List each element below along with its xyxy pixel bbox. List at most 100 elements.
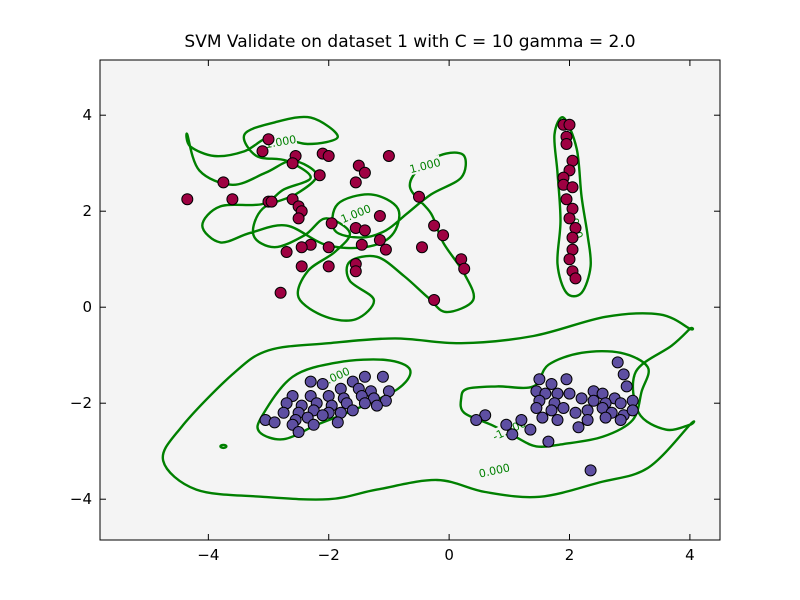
data-point (277, 406, 290, 419)
data-point (322, 260, 335, 273)
data-point (358, 370, 371, 383)
y-tick-label: 2 (82, 202, 92, 220)
data-point (557, 402, 570, 414)
data-point (379, 243, 392, 256)
data-point (265, 195, 278, 208)
contour-label-bg (407, 154, 442, 176)
data-point (560, 138, 573, 150)
contour-line (459, 349, 650, 448)
data-point (346, 404, 359, 417)
data-point (428, 294, 441, 306)
data-point (370, 399, 383, 412)
data-point (614, 414, 627, 426)
data-point (373, 210, 386, 222)
data-point (599, 411, 612, 424)
data-point (226, 193, 239, 206)
data-point (545, 378, 558, 390)
data-point (358, 166, 371, 179)
data-point (286, 157, 299, 170)
axis-ticks: −4 −2 0 2 4 −4 −2 0 2 4 (70, 60, 720, 564)
data-point (274, 286, 287, 299)
data-point (316, 409, 329, 422)
data-point (560, 193, 573, 206)
y-tick-label: 0 (82, 298, 92, 316)
data-point (626, 404, 639, 417)
y-tick-label: −4 (70, 490, 92, 508)
contour-line (553, 116, 593, 298)
data-point (256, 145, 269, 158)
data-point (262, 133, 275, 146)
data-point (542, 435, 555, 448)
contour-line (219, 443, 228, 450)
data-point (545, 404, 558, 417)
data-point (280, 246, 293, 258)
data-point (506, 428, 519, 441)
x-tick-label: 0 (444, 546, 454, 564)
data-point (566, 181, 579, 194)
decision-contours (161, 115, 696, 501)
data-point (566, 231, 579, 244)
data-point (313, 169, 326, 182)
data-point (295, 260, 308, 273)
data-point (331, 416, 344, 429)
data-point (295, 241, 308, 254)
x-tick-label: −4 (197, 546, 219, 564)
data-point (563, 387, 576, 400)
data-point (551, 414, 564, 426)
contour-label: 0.000 (478, 461, 512, 480)
data-point (563, 212, 576, 225)
data-point (349, 176, 362, 189)
data-point (581, 414, 594, 426)
data-point (563, 253, 576, 266)
y-tick-label: −2 (70, 394, 92, 412)
data-point (376, 370, 389, 383)
data-point (458, 262, 471, 275)
data-point (416, 241, 428, 254)
data-point (316, 378, 329, 390)
plot-background (100, 60, 720, 540)
data-point (515, 414, 528, 426)
data-point (292, 426, 305, 438)
data-points (181, 118, 639, 477)
data-point (373, 234, 386, 246)
data-point (307, 418, 320, 431)
data-point (611, 356, 624, 369)
data-point (572, 421, 585, 434)
data-point (587, 394, 600, 407)
data-point (358, 224, 371, 237)
data-point (428, 219, 441, 232)
data-point (322, 150, 335, 162)
data-point (560, 373, 573, 386)
data-point (181, 193, 194, 206)
data-point (614, 397, 627, 410)
x-tick-label: 2 (565, 546, 575, 564)
data-point (217, 176, 230, 189)
data-point (322, 241, 335, 254)
data-point (413, 190, 425, 203)
data-point (500, 418, 513, 431)
data-point (268, 416, 281, 429)
x-tick-label: 4 (685, 546, 695, 564)
data-point (355, 238, 368, 251)
data-point (437, 229, 450, 242)
data-point (563, 118, 576, 131)
contour-line (256, 358, 412, 441)
data-point (575, 392, 588, 405)
contour-label-bg (477, 460, 512, 480)
data-point (620, 380, 633, 393)
data-point (382, 150, 395, 162)
contour-line (161, 312, 696, 501)
data-point (569, 406, 582, 419)
x-tick-label: −2 (318, 546, 340, 564)
data-point (533, 373, 546, 386)
data-point (470, 414, 483, 426)
data-point (530, 402, 543, 414)
data-point (569, 272, 582, 285)
contour-line (185, 115, 476, 322)
plot-frame (99, 59, 721, 541)
data-point (292, 212, 305, 225)
data-point (617, 368, 630, 381)
data-point (536, 411, 549, 424)
y-tick-label: 4 (82, 106, 92, 124)
